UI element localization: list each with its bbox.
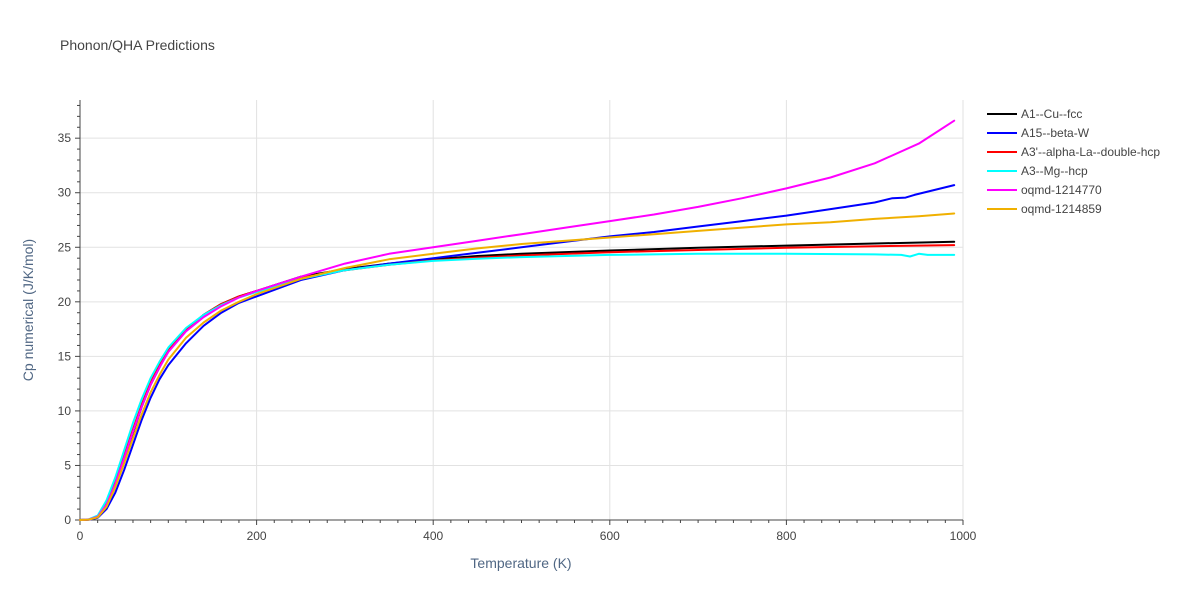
series-layer xyxy=(79,119,956,521)
legend-label: A3--Mg--hcp xyxy=(1021,164,1088,178)
legend[interactable]: A1--Cu--fcc A15--beta-W A3'--alpha-La--dou… xyxy=(987,107,1160,216)
legend-label: oqmd-1214770 xyxy=(1021,183,1102,197)
x-axis-title: Temperature (K) xyxy=(470,555,571,571)
legend-label: A3'--alpha-La--double-hcp xyxy=(1021,145,1160,159)
series-line-5[interactable] xyxy=(79,212,956,521)
legend-item-1[interactable]: A15--beta-W xyxy=(987,126,1090,140)
axes xyxy=(75,100,964,525)
x-tick-label: 1000 xyxy=(950,529,977,543)
legend-item-5[interactable]: oqmd-1214859 xyxy=(987,202,1102,216)
series-line-3[interactable] xyxy=(79,252,956,521)
legend-label: A15--beta-W xyxy=(1021,126,1090,140)
y-tick-label: 5 xyxy=(64,458,71,472)
legend-item-2[interactable]: A3'--alpha-La--double-hcp xyxy=(987,145,1160,159)
x-tick-label: 600 xyxy=(600,529,620,543)
y-tick-label: 30 xyxy=(58,186,72,200)
y-tick-label: 35 xyxy=(58,131,72,145)
y-axis-title: Cp numerical (J/K/mol) xyxy=(20,239,36,381)
x-tick-label: 400 xyxy=(423,529,443,543)
tick-labels: 0 200 400 600 800 1000 0 5 10 15 20 25 30 35 xyxy=(58,131,977,543)
series-line-2[interactable] xyxy=(79,244,956,521)
y-tick-label: 15 xyxy=(58,349,72,363)
x-tick-label: 200 xyxy=(247,529,267,543)
legend-label: A1--Cu--fcc xyxy=(1021,107,1082,121)
x-tick-label: 800 xyxy=(776,529,796,543)
y-tick-label: 10 xyxy=(58,404,72,418)
series-line-0[interactable] xyxy=(79,240,956,521)
series-line-4[interactable] xyxy=(79,119,956,521)
legend-item-4[interactable]: oqmd-1214770 xyxy=(987,183,1102,197)
x-tick-label: 0 xyxy=(77,529,84,543)
chart-title: Phonon/QHA Predictions xyxy=(60,37,215,53)
legend-item-0[interactable]: A1--Cu--fcc xyxy=(987,107,1082,121)
legend-label: oqmd-1214859 xyxy=(1021,202,1102,216)
y-tick-label: 25 xyxy=(58,240,72,254)
legend-item-3[interactable]: A3--Mg--hcp xyxy=(987,164,1088,178)
y-tick-label: 20 xyxy=(58,295,72,309)
y-tick-label: 0 xyxy=(64,513,71,527)
